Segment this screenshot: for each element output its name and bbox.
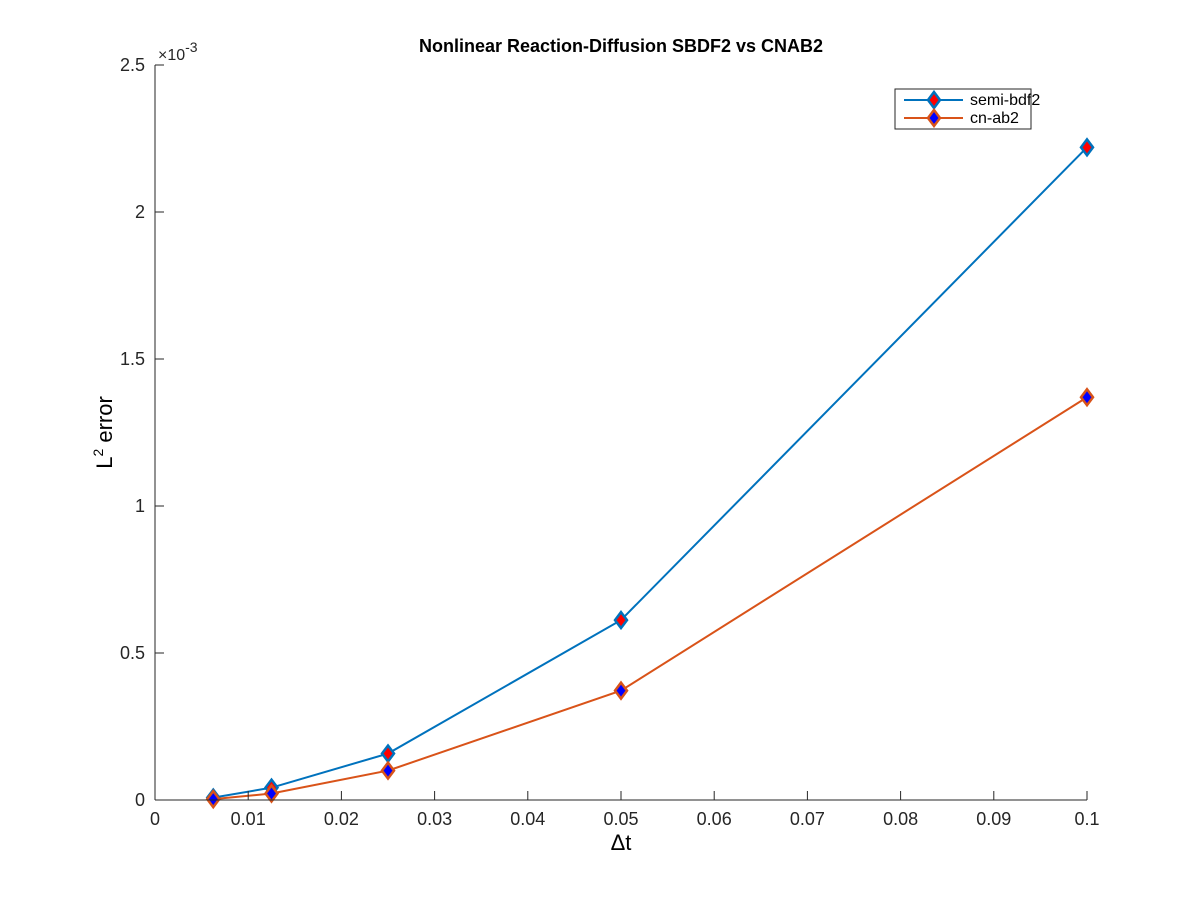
data-point xyxy=(205,789,221,810)
x-tick-label: 0.04 xyxy=(510,809,545,829)
x-tick-label: 0.09 xyxy=(976,809,1011,829)
data-point xyxy=(613,680,629,701)
x-tick-label: 0.02 xyxy=(324,809,359,829)
x-tick-label: 0.1 xyxy=(1074,809,1099,829)
y-axis-title-rest: error xyxy=(92,396,117,449)
x-tick-label: 0.05 xyxy=(603,809,638,829)
x-tick-label: 0.06 xyxy=(697,809,732,829)
y-ticks: 0 0.5 1 1.5 2 2.5 xyxy=(120,55,164,810)
x-tick-label: 0.07 xyxy=(790,809,825,829)
data-point xyxy=(1079,387,1095,408)
x-tick-label: 0 xyxy=(150,809,160,829)
data-point xyxy=(263,783,280,804)
y-axis-exponent-base: ×10 xyxy=(158,47,185,64)
x-ticks: 0 0.01 0.02 0.03 0.04 0.05 0.06 0.07 0.08 0.09 0.1 xyxy=(150,791,1100,829)
y-axis-title-superscript: 2 xyxy=(90,449,106,457)
x-axis-title: Δt xyxy=(611,830,632,855)
x-tick-label: 0.08 xyxy=(883,809,918,829)
data-point xyxy=(1079,137,1095,158)
y-tick-label: 1 xyxy=(135,496,145,516)
legend-marker xyxy=(926,107,942,129)
y-tick-label: 0.5 xyxy=(120,643,145,663)
x-tick-label: 0.03 xyxy=(417,809,452,829)
y-axis-title-base: L xyxy=(92,457,117,469)
chart-title: Nonlinear Reaction-Diffusion SBDF2 vs CN… xyxy=(419,36,823,56)
legend-label: cn-ab2 xyxy=(970,110,1019,127)
y-axis-title: L2 error xyxy=(90,396,117,469)
y-tick-label: 2 xyxy=(135,202,145,222)
series-cn-ab2 xyxy=(205,387,1095,810)
axes-background xyxy=(155,65,1087,800)
legend-label: semi-bdf2 xyxy=(970,92,1040,109)
legend-entry: cn-ab2 xyxy=(904,107,1019,129)
data-point xyxy=(380,760,396,781)
y-tick-label: 2.5 xyxy=(120,55,145,75)
legend-box xyxy=(894,88,1032,130)
x-tick-label: 0.01 xyxy=(231,809,266,829)
y-axis-exponent-power: -3 xyxy=(185,39,198,55)
y-axis-exponent: ×10-3 xyxy=(158,39,198,64)
y-tick-label: 0 xyxy=(135,790,145,810)
y-tick-label: 1.5 xyxy=(120,349,145,369)
data-point xyxy=(613,609,629,631)
series-layer xyxy=(205,137,1095,810)
